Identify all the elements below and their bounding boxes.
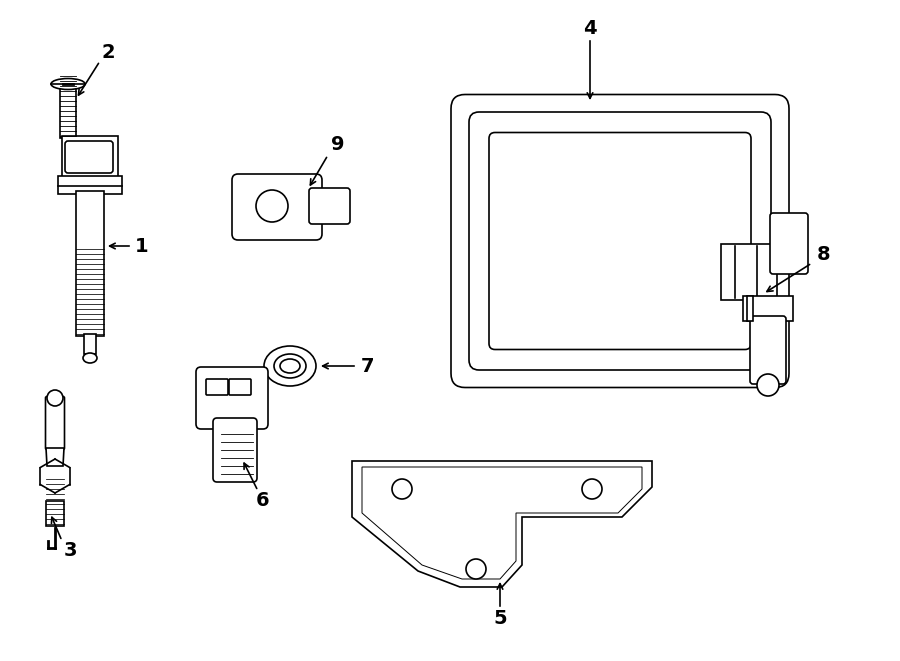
Text: 6: 6 [256,492,270,510]
Polygon shape [352,461,652,587]
FancyBboxPatch shape [451,95,789,387]
Circle shape [392,479,412,499]
FancyBboxPatch shape [309,188,350,224]
Text: 5: 5 [493,609,507,629]
FancyBboxPatch shape [46,397,65,449]
Polygon shape [46,448,64,466]
Circle shape [582,479,602,499]
Bar [747,296,753,321]
FancyBboxPatch shape [489,132,751,350]
Ellipse shape [274,354,306,378]
Ellipse shape [264,346,316,386]
Bar [58,176,122,194]
Bar [743,296,793,321]
Ellipse shape [83,353,97,363]
Text: 1: 1 [135,237,148,256]
FancyBboxPatch shape [62,136,118,178]
Text: 7: 7 [361,356,374,375]
Text: 3: 3 [63,541,76,561]
FancyBboxPatch shape [213,418,257,482]
Bar [84,334,96,354]
Text: 8: 8 [817,245,831,264]
Polygon shape [362,467,642,579]
FancyBboxPatch shape [229,379,251,395]
FancyBboxPatch shape [770,213,808,274]
Circle shape [466,559,486,579]
Circle shape [256,190,288,222]
Ellipse shape [51,79,85,89]
FancyBboxPatch shape [196,367,268,429]
FancyBboxPatch shape [206,379,228,395]
Ellipse shape [280,359,300,373]
Text: 4: 4 [583,19,597,38]
FancyBboxPatch shape [750,316,786,384]
Bar [46,501,64,526]
Text: 9: 9 [331,136,345,155]
Circle shape [757,374,779,396]
Bar [76,191,104,336]
Circle shape [47,390,63,406]
FancyBboxPatch shape [721,244,777,300]
FancyBboxPatch shape [65,141,113,173]
FancyBboxPatch shape [232,174,322,240]
Text: 2: 2 [101,44,115,63]
Bar [60,83,76,138]
FancyBboxPatch shape [469,112,771,370]
